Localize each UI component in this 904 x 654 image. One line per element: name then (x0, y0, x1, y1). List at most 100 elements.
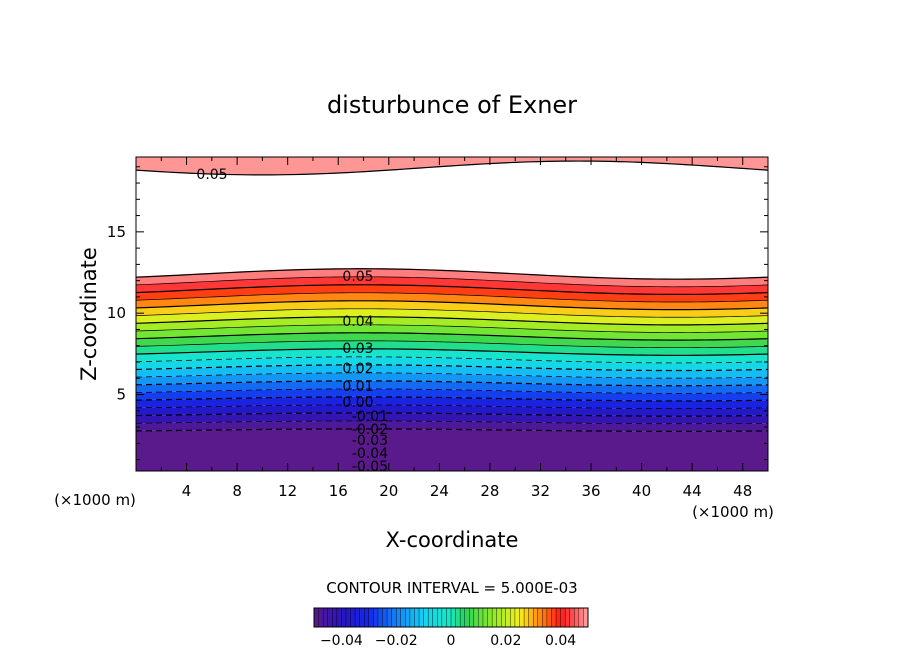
colorbar-segment (464, 607, 470, 628)
contour-label: 0.01 (342, 379, 373, 395)
x-tick-label: 16 (329, 482, 348, 500)
contour-line (136, 332, 768, 341)
colorbar-segment (459, 607, 466, 628)
colorbar-frame (313, 607, 589, 628)
colorbar-segment (405, 607, 411, 628)
colorbar-tick-label: 0.02 (490, 633, 521, 649)
colorbar-segment (336, 607, 342, 628)
colorbar-segment (409, 607, 415, 628)
x-tick-label: 44 (683, 482, 702, 500)
contour-band (136, 348, 768, 363)
contour-band (136, 268, 768, 287)
y-axis-label: Z-coordinate (77, 247, 101, 381)
colorbar-segment (446, 607, 452, 628)
colorbar-segment (537, 607, 543, 628)
contour-band (136, 316, 768, 333)
contour-band (136, 380, 768, 394)
contour-band (136, 372, 768, 386)
colorbar-segment (368, 607, 374, 628)
contour-line (136, 356, 768, 364)
contour-band (136, 292, 768, 310)
x-tick-label: 32 (531, 482, 550, 500)
plot-frame (135, 156, 769, 472)
x-tick-label: 48 (733, 482, 752, 500)
contour-band (136, 332, 768, 348)
contour-label: -0.03 (352, 433, 388, 449)
contour-label: 0.00 (342, 395, 373, 411)
colorbar-segment (386, 607, 393, 628)
contour-label: -0.05 (352, 459, 388, 475)
contour-band (136, 404, 768, 417)
x-tick-label: 24 (430, 482, 449, 500)
contour-line (136, 412, 768, 417)
x-axis-label: X-coordinate (386, 528, 519, 552)
contour-label: 0.04 (342, 314, 373, 330)
x-tick-label: 36 (581, 482, 600, 500)
contour-line (136, 388, 768, 394)
x-tick-label: 12 (278, 482, 297, 500)
colorbar-segment (341, 607, 347, 628)
colorbar-segment (505, 607, 511, 628)
colorbar-segment (519, 607, 525, 628)
colorbar-segment (546, 607, 552, 628)
colorbar-segment (400, 607, 406, 628)
colorbar-segment (418, 607, 425, 628)
colorbar-segment (496, 607, 502, 628)
contour-line (136, 364, 768, 372)
contour-band (136, 396, 768, 409)
contour-label: -0.01 (352, 409, 388, 425)
contour-line (136, 292, 768, 303)
colorbar-segment (450, 607, 457, 628)
contour-label: 0.03 (342, 341, 373, 357)
x-unit-left: (×1000 m) (54, 491, 136, 509)
colorbar-segment (373, 607, 379, 628)
contour-label: 0.02 (342, 361, 373, 377)
contour-line (136, 428, 768, 432)
colorbar-segment (574, 607, 580, 628)
contour-label: 0.05 (196, 167, 227, 183)
contour-line (136, 404, 768, 409)
colorbar-segment (391, 607, 397, 628)
colorbar-segment (564, 607, 571, 628)
colorbar-segment (350, 607, 356, 628)
colorbar-segment (359, 607, 365, 628)
contour-line (136, 372, 768, 379)
contour-plot-area (136, 157, 768, 471)
contour-line (136, 276, 768, 288)
colorbar-segment (322, 607, 329, 628)
contour-label: -0.04 (352, 446, 388, 462)
contour-labels: 0.050.050.040.030.020.010.00-0.01-0.02-0… (196, 167, 388, 475)
colorbar-segment (478, 607, 484, 628)
colorbar: −0.04 −0.02 0 0.02 0.04 (313, 607, 589, 649)
colorbar-segment (482, 607, 489, 628)
colorbar-segment (514, 607, 521, 628)
colorbar-segment (432, 607, 438, 628)
colorbar-segment (318, 607, 324, 628)
colorbar-segment (364, 607, 370, 628)
contour-band (136, 300, 768, 318)
chart-title: disturbunce of Exner (327, 91, 577, 119)
x-tick-label: 8 (232, 482, 242, 500)
colorbar-segment (345, 607, 352, 628)
colorbar-segment (332, 607, 338, 628)
colorbar-segment (533, 607, 539, 628)
colorbar-segment (473, 607, 479, 628)
colorbar-segment (414, 607, 420, 628)
contour-line (136, 284, 768, 296)
contour-line (136, 420, 768, 425)
contour-line (136, 316, 768, 326)
colorbar-segment (491, 607, 498, 628)
contour-label: 0.05 (342, 269, 373, 285)
colorbar-segment (555, 607, 562, 628)
contour-line (136, 348, 768, 356)
colorbar-segment (560, 607, 566, 628)
colorbar-segment (327, 607, 333, 628)
colorbar-segment (578, 607, 584, 628)
contour-line (136, 308, 768, 318)
contour-band (136, 308, 768, 325)
x-unit-right: (×1000 m) (692, 503, 774, 521)
x-tick-label: 4 (182, 482, 192, 500)
colorbar-segment (427, 607, 434, 628)
